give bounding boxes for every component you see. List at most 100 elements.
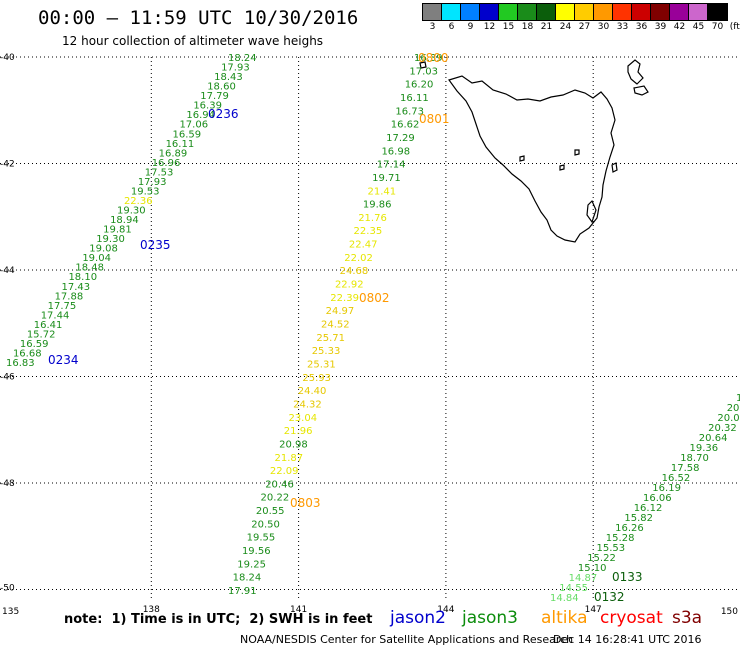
small-island-3: [574, 149, 580, 156]
wave-height-label: 23.04: [288, 413, 317, 424]
wave-height-label: 21.41: [368, 186, 397, 197]
wave-height-label: 21.87: [275, 453, 304, 464]
wave-height-label: 24.40: [298, 386, 327, 397]
pass-time-label: 0800: [418, 51, 449, 65]
pass-time-label: 0802: [359, 291, 390, 305]
wave-height-label: 16.83: [6, 358, 35, 369]
wave-height-label: 19.25: [237, 559, 266, 570]
pass-time-label: 0133: [612, 570, 643, 584]
pass-time-label: 0132: [594, 590, 625, 604]
color-scale-label: (ft): [729, 22, 740, 32]
wave-height-label: 17.58: [671, 463, 700, 474]
page-subtitle: 12 hour collection of altimeter wave hei…: [62, 34, 324, 48]
wave-height-label: 22.02: [344, 253, 373, 264]
latitude-tick-label: -42: [0, 160, 15, 170]
flinders-island: [627, 59, 644, 85]
wave-height-label: 18.24: [228, 53, 257, 64]
wave-height-label: 17.14: [377, 160, 406, 171]
wave-height-label: 16.39: [414, 53, 443, 64]
timestamp-text: Dec 14 16:28:41 UTC 2016: [553, 633, 702, 646]
wave-height-label: 22.36: [124, 196, 153, 207]
wave-height-label: 16.98: [381, 146, 410, 157]
longitude-tick-label: 147: [585, 605, 602, 615]
wave-height-label: 14.87: [569, 573, 598, 584]
color-scale-label: 9: [467, 22, 474, 32]
wave-height-label: 17.79: [200, 91, 229, 102]
wave-height-label: 22.09: [270, 466, 299, 477]
wave-height-label: 18.10: [68, 272, 97, 283]
legend-cryosat: cryosat: [600, 608, 663, 628]
wave-height-label: 15.53: [597, 543, 626, 554]
color-scale-label: 36: [635, 22, 648, 32]
color-scale-swatch: 36: [631, 3, 652, 32]
wave-height-label: 19.86: [363, 200, 392, 211]
wave-height-label: 15.22: [587, 553, 616, 564]
wave-height-label: 20.22: [261, 493, 290, 504]
legend-jason3: jason3: [462, 608, 518, 628]
tasmania-coastline: [419, 59, 649, 243]
color-scale-swatch: 6: [441, 3, 462, 32]
wave-height-label: 19.53: [131, 186, 160, 197]
wave-height-label: 14.84: [550, 593, 579, 604]
bruny-island: [586, 199, 597, 224]
latitude-tick-label: -44: [0, 266, 15, 276]
wave-height-label: 15.10: [578, 563, 607, 574]
color-scale-label: 24: [559, 22, 572, 32]
longitude-tick-label: 150: [721, 607, 738, 617]
color-scale-label: 15: [502, 22, 515, 32]
track-value-labels: 18.2417.9318.4318.6017.7916.3916.9417.06…: [6, 53, 740, 604]
color-scale-label: 33: [616, 22, 629, 32]
color-scale-swatch: 39: [650, 3, 671, 32]
wave-height-label: 17.93: [221, 63, 250, 74]
wave-height-label: 22.92: [335, 280, 364, 291]
color-scale-swatch: 18: [517, 3, 538, 32]
wave-height-label: 16.96: [152, 158, 181, 169]
wave-height-label: 19.55: [247, 533, 276, 544]
wave-height-label: 24.97: [326, 306, 355, 317]
legend-jason2: jason2: [390, 608, 446, 628]
wave-height-label: 19.71: [372, 173, 401, 184]
legend-s3a: s3a: [672, 608, 703, 628]
wave-height-label: 16.59: [173, 129, 202, 140]
wave-height-label: 16.11: [166, 139, 195, 150]
page-title: 00:00 – 11:59 UTC 10/30/2016: [38, 7, 359, 29]
pass-time-label: 0234: [48, 353, 79, 367]
latitude-ticks: -40 -42 -44 -46 -48 -50: [0, 53, 15, 594]
wave-height-label: 15.82: [624, 513, 653, 524]
wave-height-label: 16.73: [395, 106, 424, 117]
cape-barren-island: [633, 85, 649, 96]
wave-height-label: 21.76: [358, 213, 387, 224]
wave-height-label: 22.39: [330, 293, 359, 304]
color-scale-swatch: 27: [574, 3, 595, 32]
wave-height-label: 19.81: [103, 225, 132, 236]
wave-height-label: 16.11: [400, 93, 429, 104]
wave-height-label: 18.94: [110, 215, 139, 226]
wave-height-label: 21.96: [284, 426, 313, 437]
small-island-1: [519, 155, 525, 162]
wave-height-label: 25.93: [302, 373, 331, 384]
wave-height-label: 17.91: [228, 586, 257, 597]
wave-height-label: 25.71: [316, 333, 345, 344]
note-text: note: 1) Time is in UTC; 2) SWH is in fe…: [64, 612, 373, 627]
wave-height-label: 24.52: [321, 320, 350, 331]
color-scale-swatch: 21: [536, 3, 557, 32]
latitude-tick-label: -48: [0, 479, 15, 489]
wave-height-label: 24.32: [293, 399, 322, 410]
wave-height-label: 20.32: [708, 423, 737, 434]
color-scale-swatch: 24: [555, 3, 576, 32]
color-scale-swatch: 15: [498, 3, 519, 32]
color-scale-swatch: 9: [460, 3, 481, 32]
wave-height-label: 19: [736, 393, 740, 404]
wave-height-label: 16.12: [634, 503, 663, 514]
color-scale-label: 70: [711, 22, 724, 32]
color-scale-swatch: 70: [707, 3, 728, 32]
wave-height-label: 22.47: [349, 240, 378, 251]
color-scale-label: 6: [448, 22, 455, 32]
wave-height-label: 16.19: [652, 483, 681, 494]
wave-height-label: 20.46: [265, 479, 294, 490]
maria-island: [611, 162, 618, 173]
color-scale-label: 27: [578, 22, 591, 32]
